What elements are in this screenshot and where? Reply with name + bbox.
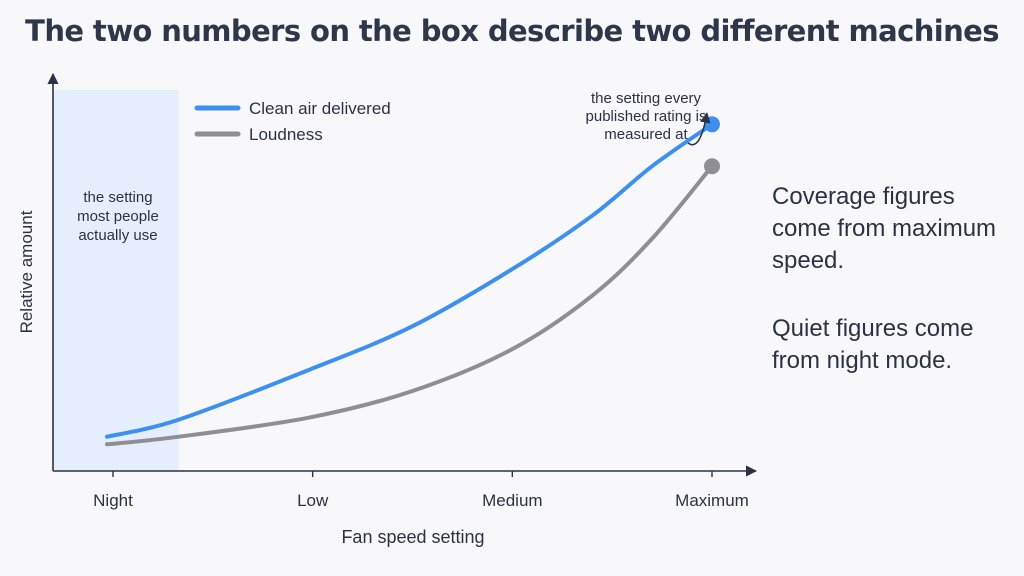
- takeaway-quiet: Quiet figures come from night mode.: [772, 315, 974, 374]
- x-tick-label-night: Night: [93, 491, 133, 510]
- x-tick-label-low: Low: [297, 491, 329, 510]
- x-axis-label: Fan speed setting: [341, 527, 484, 547]
- x-tick-label-medium: Medium: [482, 491, 542, 510]
- band-label-line: most people: [77, 208, 159, 225]
- callout-arrow: [687, 112, 711, 146]
- callout-label-line: published rating is: [586, 108, 707, 125]
- legend-label-loudness: Loudness: [249, 125, 323, 144]
- callout-label-line: measured at: [604, 126, 688, 143]
- takeaway-coverage: Coverage figures come from maximum speed…: [772, 183, 997, 274]
- band-label-line: the setting: [83, 189, 152, 206]
- callout-label-line: the setting every: [591, 90, 702, 107]
- band-label-line: actually use: [78, 227, 157, 244]
- legend-label-clean-air-delivered: Clean air delivered: [249, 99, 391, 118]
- series-endpoint-loudness: [704, 158, 720, 175]
- series-line-loudness: [105, 164, 714, 447]
- x-tick-label-maximum: Maximum: [675, 491, 749, 510]
- y-axis-label: Relative amount: [17, 210, 36, 333]
- series-line-clean-air-delivered: [105, 122, 714, 439]
- night-setting-band: [53, 90, 179, 471]
- page-title: The two numbers on the box describe two …: [25, 14, 999, 48]
